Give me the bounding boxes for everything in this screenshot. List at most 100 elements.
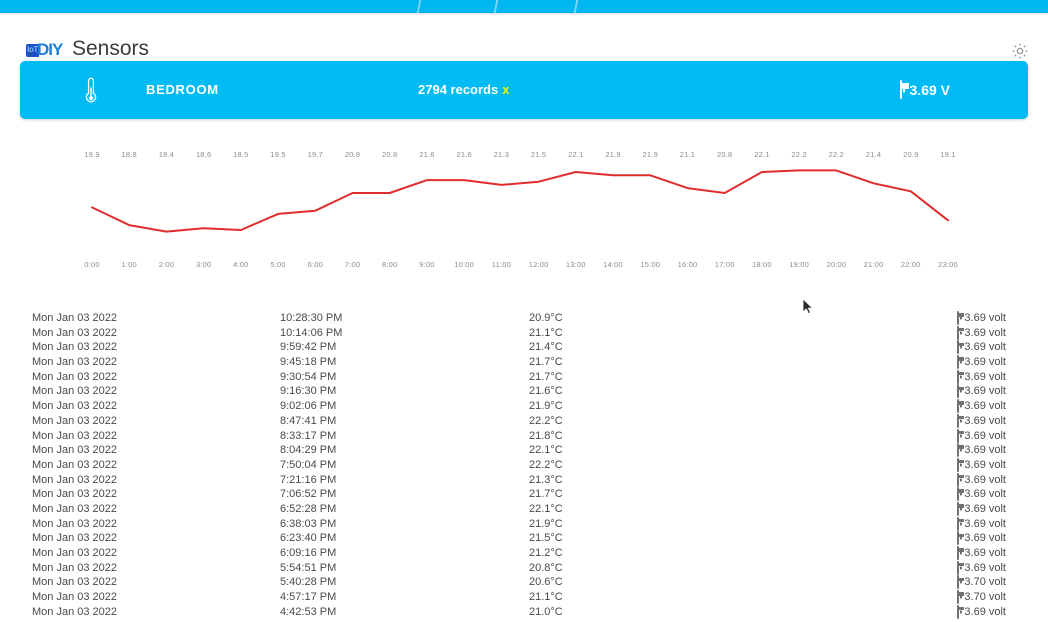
row-time: 9:16:30 PM: [280, 385, 337, 398]
table-row[interactable]: Mon Jan 03 2022 10:14:06 PM 21.1°C 3.69 vol…: [0, 325, 1048, 342]
row-voltage-value: 3.70 volt: [964, 576, 1006, 589]
row-voltage-value: 3.69 volt: [964, 458, 1006, 471]
row-date: Mon Jan 03 2022: [32, 576, 118, 589]
table-row[interactable]: Mon Jan 03 2022 6:52:28 PM 22.1°C 3.69 volt: [0, 501, 1048, 518]
battery-icon: [957, 413, 964, 428]
table-row[interactable]: Mon Jan 03 2022 9:02:06 PM 21.9°C 3.69 volt: [0, 399, 1048, 415]
table-row[interactable]: Mon Jan 03 2022 8:33:17 PM 21.8°C 3.69 volt: [0, 428, 1048, 445]
row-voltage: 3.69 volt: [957, 560, 1006, 575]
battery-icon: [957, 311, 964, 325]
chart-value-label: 21.4: [865, 150, 882, 159]
battery-icon: [957, 340, 964, 355]
row-time: 8:04:29 PM: [280, 444, 337, 457]
row-time: 6:38:03 PM: [280, 517, 337, 530]
row-time: 6:52:28 PM: [280, 502, 337, 515]
chart-time-label: 3:00: [195, 260, 212, 269]
chart-value-label: 19.7: [307, 150, 323, 159]
table-row[interactable]: Mon Jan 03 2022 9:16:30 PM 21.6°C 3.69 volt: [0, 384, 1048, 400]
table-row[interactable]: Mon Jan 03 2022 6:38:03 PM 21.9°C 3.69 volt: [0, 516, 1048, 533]
row-date: Mon Jan 03 2022: [32, 414, 118, 427]
table-row[interactable]: Mon Jan 03 2022 4:57:17 PM 21.1°C 3.70 volt: [0, 590, 1048, 606]
voltage-value: 3.69 V: [909, 82, 950, 98]
row-voltage: 3.69 volt: [957, 384, 1006, 399]
row-voltage-value: 3.69 volt: [964, 341, 1006, 354]
sensor-summary-card[interactable]: BEDROOM 2794 records x 3.69 V: [20, 61, 1028, 119]
chart-value-label: 21.1: [679, 150, 696, 159]
table-row[interactable]: Mon Jan 03 2022 8:47:41 PM 22.2°C 3.69 volt: [0, 413, 1048, 430]
row-voltage: 3.69 volt: [957, 604, 1006, 619]
chart-time-label: 7:00: [344, 260, 361, 269]
row-temperature: 21.8°C: [529, 429, 563, 442]
table-row[interactable]: Mon Jan 03 2022 6:23:40 PM 21.5°C 3.69 volt: [0, 531, 1048, 547]
row-time: 9:30:54 PM: [280, 370, 337, 383]
row-temperature: 21.7°C: [529, 370, 563, 383]
table-row[interactable]: Mon Jan 03 2022 8:04:29 PM 22.1°C 3.69 volt: [0, 443, 1048, 459]
chart-value-label: 20.9: [903, 150, 919, 159]
table-row[interactable]: Mon Jan 03 2022 7:06:52 PM 21.7°C 3.69 volt: [0, 487, 1048, 503]
table-row[interactable]: Mon Jan 03 2022 6:09:16 PM 21.2°C 3.69 volt: [0, 546, 1048, 562]
readings-table: Mon Jan 03 2022 10:28:30 PM 20.9°C 3.69 vol…: [0, 311, 1048, 621]
row-temperature: 21.7°C: [529, 488, 563, 501]
diy-logo[interactable]: IoT DIY: [26, 40, 63, 59]
chart-time-label: 6:00: [307, 260, 323, 269]
gear-icon[interactable]: [1010, 41, 1030, 61]
table-row[interactable]: Mon Jan 03 2022 7:50:04 PM 22.2°C 3.69 volt: [0, 457, 1048, 474]
table-row[interactable]: Mon Jan 03 2022 10:28:30 PM 20.9°C 3.69 vol…: [0, 311, 1048, 327]
row-voltage-value: 3.69 volt: [964, 370, 1006, 383]
row-temperature: 21.2°C: [529, 547, 563, 559]
row-time: 4:42:53 PM: [280, 605, 337, 618]
page-title: Sensors: [72, 37, 150, 60]
battery-icon: [957, 604, 964, 619]
row-temperature: 21.4°C: [529, 341, 563, 354]
row-temperature: 20.8°C: [529, 561, 563, 574]
row-time: 7:50:04 PM: [280, 458, 337, 471]
chart-time-label: 11:00: [491, 260, 511, 269]
chart-time-label: 19:00: [789, 260, 810, 269]
row-time: 7:06:52 PM: [280, 488, 337, 501]
chart-time-label: 0:00: [84, 260, 100, 269]
battery-icon: [957, 325, 964, 340]
row-date: Mon Jan 03 2022: [32, 532, 118, 545]
clear-records-button[interactable]: x: [502, 82, 510, 97]
row-voltage: 3.69 volt: [957, 340, 1006, 355]
row-voltage: 3.70 volt: [957, 590, 1006, 605]
table-row[interactable]: Mon Jan 03 2022 5:40:28 PM 20.6°C 3.70 volt: [0, 575, 1048, 591]
chart-time-label: 9:00: [419, 260, 435, 269]
chart-line-plot: [0, 156, 1048, 246]
chart-time-label: 22:00: [900, 260, 921, 269]
table-row[interactable]: Mon Jan 03 2022 5:54:51 PM 20.8°C 3.69 volt: [0, 560, 1048, 577]
chart-value-label: 21.5: [530, 150, 547, 159]
row-voltage: 3.69 volt: [957, 325, 1006, 340]
row-time: 8:47:41 PM: [280, 414, 337, 427]
row-time: 5:40:28 PM: [280, 576, 337, 589]
table-row[interactable]: Mon Jan 03 2022 9:30:54 PM 21.7°C 3.69 volt: [0, 369, 1048, 386]
row-voltage: 3.69 volt: [957, 399, 1006, 414]
battery-icon: [957, 399, 964, 414]
row-temperature: 22.2°C: [529, 414, 563, 427]
row-voltage: 3.69 volt: [957, 413, 1006, 428]
chart-value-label: 19.5: [270, 150, 286, 159]
row-voltage-value: 3.69 volt: [964, 356, 1006, 369]
row-date: Mon Jan 03 2022: [32, 370, 118, 383]
row-date: Mon Jan 03 2022: [32, 400, 118, 413]
row-voltage-value: 3.69 volt: [964, 385, 1006, 398]
chart-time-label: 1:00: [121, 260, 137, 269]
table-row[interactable]: Mon Jan 03 2022 4:42:53 PM 21.0°C 3.69 volt: [0, 604, 1048, 621]
battery-icon: [957, 560, 964, 575]
temperature-chart[interactable]: 19.9 18.8 18.4 18.6 18.5 19.5 19.7 20.8 20.8 21.6…: [0, 130, 1048, 290]
chart-time-label: 12:00: [528, 260, 549, 269]
row-voltage: 3.69 volt: [957, 546, 1006, 560]
table-row[interactable]: Mon Jan 03 2022 9:59:42 PM 21.4°C 3.69 volt: [0, 340, 1048, 356]
row-time: 6:09:16 PM: [280, 547, 337, 559]
row-time: 7:21:16 PM: [280, 473, 337, 486]
chart-value-label: 22.2: [791, 150, 807, 159]
battery-icon: [957, 487, 964, 502]
table-row[interactable]: Mon Jan 03 2022 9:45:18 PM 21.7°C 3.69 volt: [0, 355, 1048, 371]
table-row[interactable]: Mon Jan 03 2022 7:21:16 PM 21.3°C 3.69 volt: [0, 472, 1048, 489]
chart-value-label: 22.2: [828, 150, 845, 159]
thermometer-icon: [80, 75, 102, 105]
row-voltage: 3.69 volt: [957, 457, 1006, 472]
chart-value-label: 21.9: [605, 150, 621, 159]
chart-value-label: 21.6: [419, 150, 435, 159]
